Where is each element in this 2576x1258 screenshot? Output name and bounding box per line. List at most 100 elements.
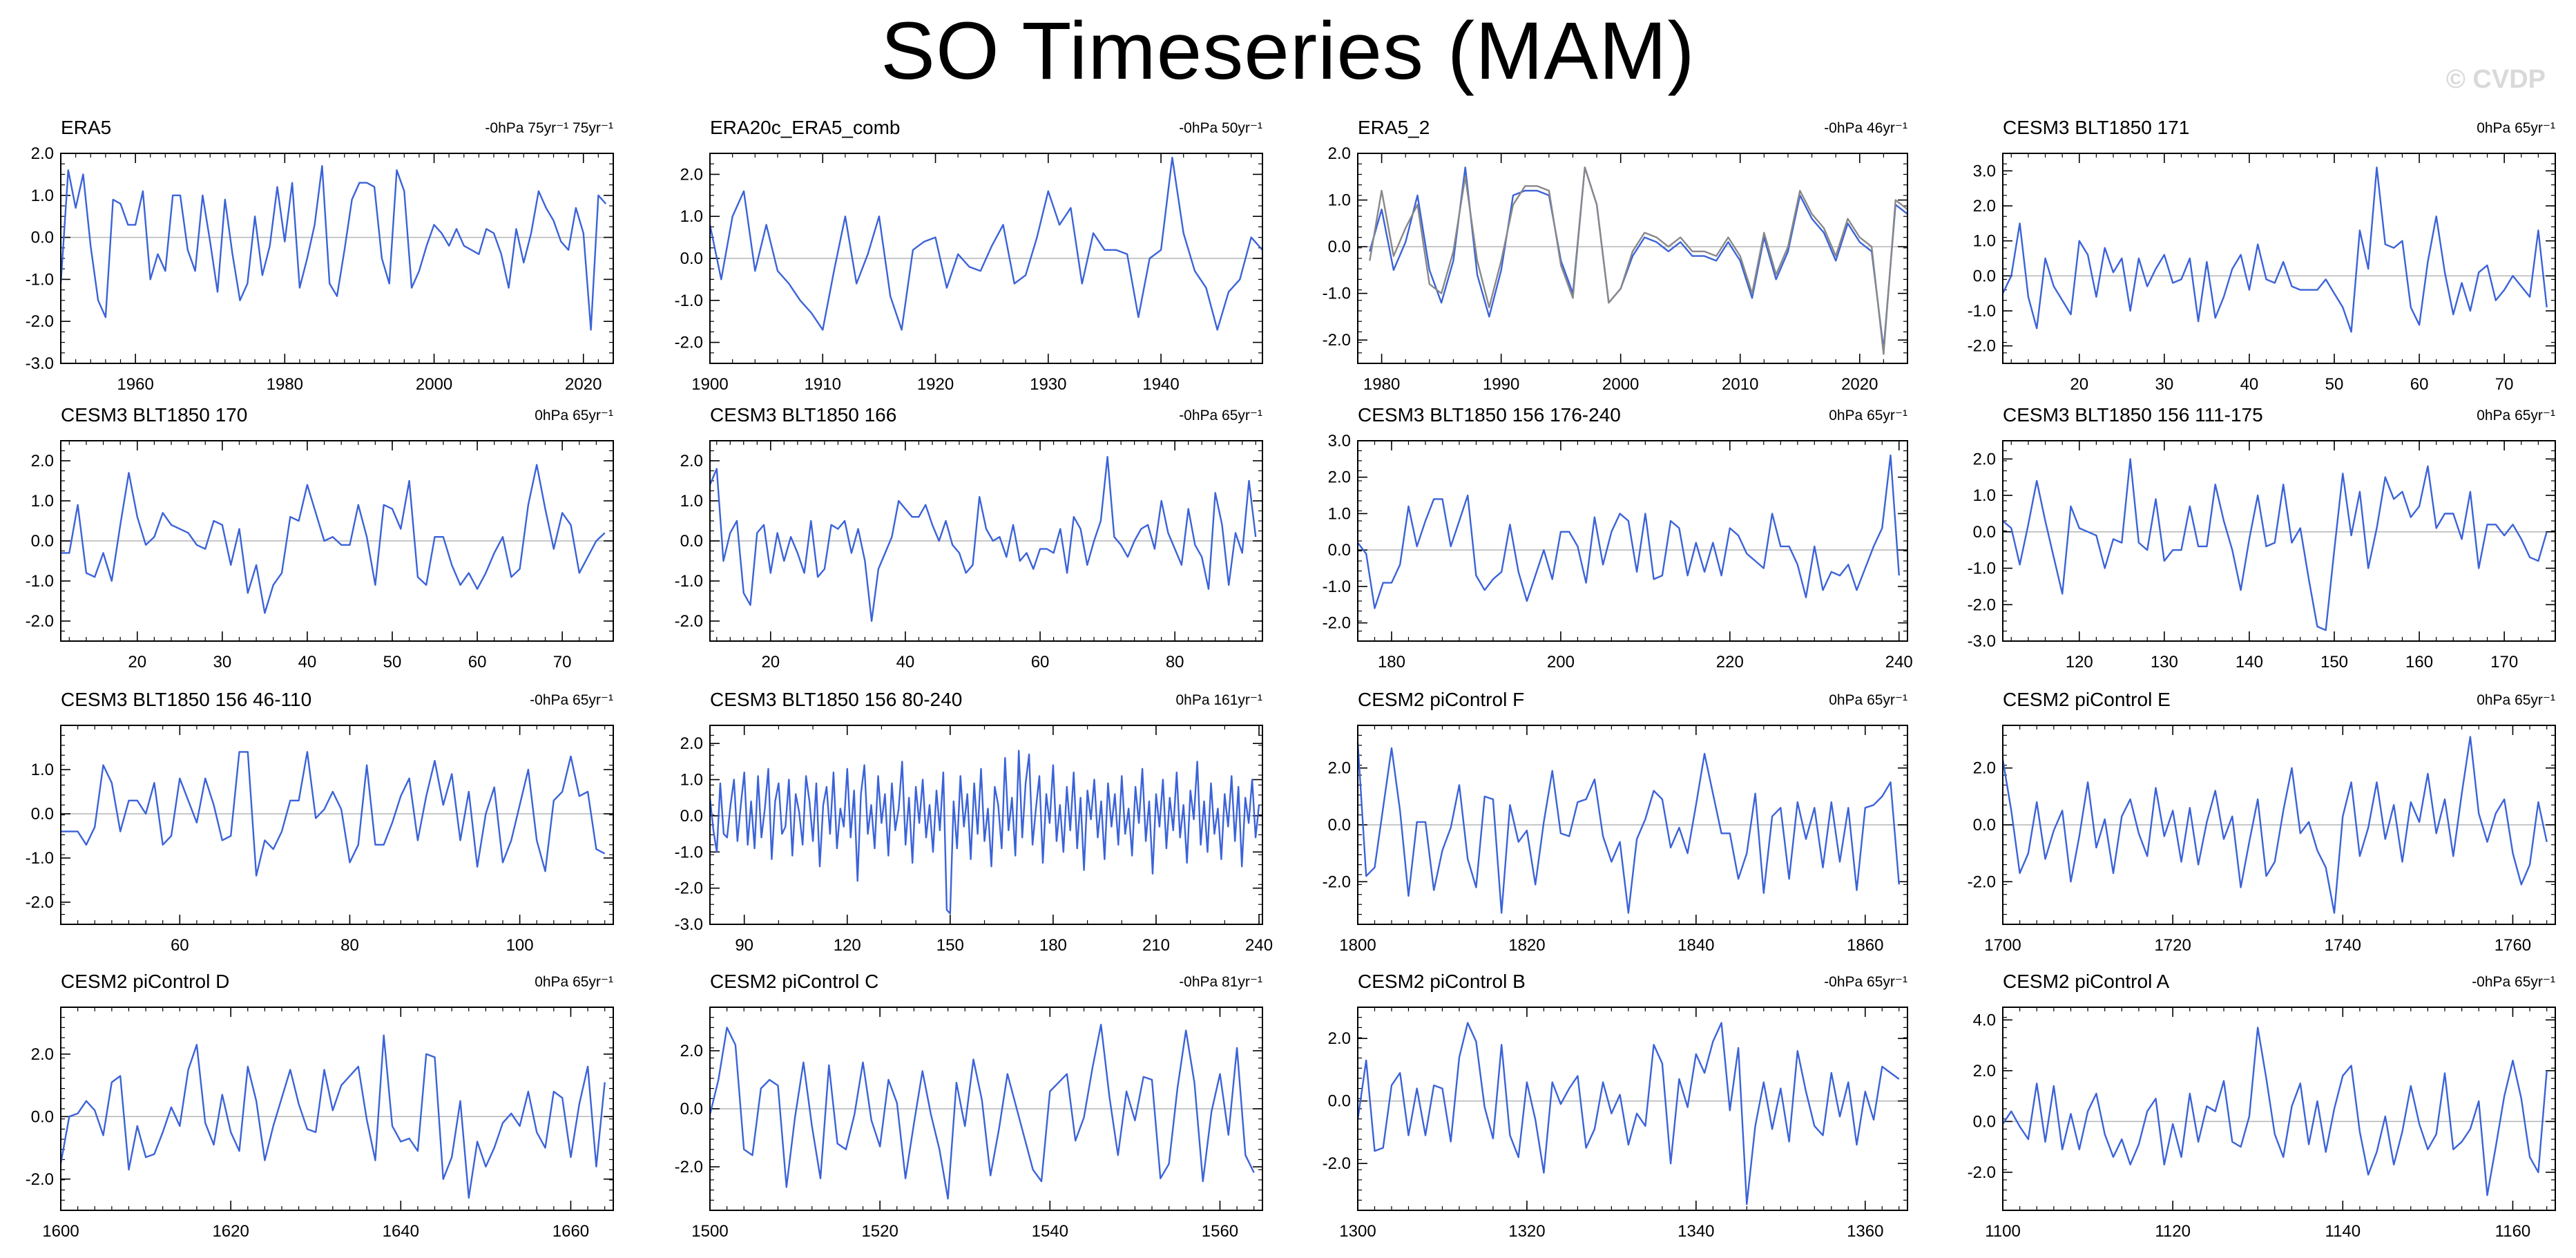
y-tick-label: 2.0	[1973, 1062, 1996, 1080]
y-tick-label: -1.0	[1968, 302, 1996, 321]
series-line	[1356, 742, 1900, 914]
series-line	[1356, 1022, 1900, 1205]
y-tick-label: 0.0	[680, 807, 703, 826]
x-tick-label: 1120	[2155, 1222, 2191, 1241]
x-tick-label: 150	[936, 936, 964, 955]
panel-info: -0hPa 46yr⁻¹	[1824, 120, 1907, 136]
y-tick-label: 0.0	[1328, 541, 1351, 560]
x-tick-label: 210	[1142, 936, 1170, 955]
x-tick-label: 160	[2405, 653, 2433, 671]
panel-title: CESM3 BLT1850 170	[61, 404, 247, 426]
x-tick-label: 1560	[1202, 1222, 1238, 1241]
y-tick-label: 0.0	[31, 532, 54, 551]
x-tick-label: 1990	[1483, 375, 1519, 394]
x-tick-label: 2010	[1722, 375, 1758, 394]
y-tick-label: 0.0	[1328, 816, 1351, 835]
panel-title: CESM2 piControl B	[1358, 971, 1526, 992]
y-tick-label: 2.0	[1973, 450, 1996, 468]
panel-title: CESM3 BLT1850 156 46-110	[61, 689, 311, 710]
x-tick-label: 1820	[1508, 936, 1545, 955]
y-tick-label: -2.0	[1323, 614, 1351, 633]
y-tick-label: -2.0	[1323, 331, 1351, 350]
y-tick-label: 2.0	[1973, 759, 1996, 778]
x-tick-label: 20	[128, 653, 146, 671]
y-tick-label: 2.0	[31, 452, 54, 470]
plot-frame	[709, 725, 1263, 925]
x-tick-label: 1600	[42, 1222, 79, 1241]
y-tick-label: -3.0	[26, 354, 54, 373]
x-tick-label: 120	[834, 936, 861, 955]
y-tick-label: 2.0	[680, 734, 703, 753]
y-tick-label: 2.0	[1328, 759, 1351, 778]
x-tick-label: 80	[340, 936, 359, 955]
x-tick-label: 2000	[416, 375, 452, 394]
x-tick-label: 240	[1245, 936, 1273, 955]
y-tick-label: 0.0	[680, 249, 703, 268]
x-tick-label: 1960	[117, 375, 153, 394]
x-tick-label: 60	[468, 653, 487, 671]
y-tick-label: 1.0	[680, 771, 703, 790]
x-tick-label: 1940	[1142, 375, 1179, 394]
y-tick-label: -1.0	[26, 270, 54, 289]
y-tick-label: -2.0	[1323, 1154, 1351, 1173]
series-line	[1357, 454, 1900, 609]
plot-frame	[2002, 725, 2556, 925]
panel-title: CESM3 BLT1850 171	[2003, 117, 2189, 138]
panel-title: CESM2 piControl C	[710, 971, 878, 992]
y-tick-label: 4.0	[1973, 1011, 1996, 1029]
panel-info: 0hPa 161yr⁻¹	[1176, 692, 1263, 708]
plot-frame	[709, 153, 1263, 364]
x-tick-label: 20	[761, 653, 780, 671]
plot-frame	[2002, 440, 2556, 642]
x-tick-label: 40	[896, 653, 915, 671]
y-tick-label: -2.0	[26, 1170, 54, 1189]
y-tick-label: -1.0	[1323, 285, 1351, 303]
x-tick-label: 80	[1166, 653, 1184, 671]
x-tick-label: 1520	[861, 1222, 898, 1241]
plot-frame	[709, 1007, 1263, 1211]
plot-frame	[60, 153, 614, 364]
panel-info: 0hPa 65yr⁻¹	[2477, 120, 2555, 136]
plot-frame	[2002, 1007, 2556, 1211]
plot-frame	[1357, 153, 1908, 364]
y-tick-label: 0.0	[31, 229, 54, 247]
plot-frame	[709, 440, 1263, 642]
x-tick-label: 1840	[1678, 936, 1714, 955]
y-tick-label: 2.0	[1328, 468, 1351, 487]
page-title: SO Timeseries (MAM)	[881, 6, 1695, 97]
series-line	[61, 751, 606, 877]
series-line	[709, 156, 1263, 331]
x-tick-label: 1980	[1363, 375, 1400, 394]
x-tick-label: 1360	[1847, 1222, 1883, 1241]
y-tick-label: -2.0	[1968, 595, 1996, 614]
panel-info: -0hPa 50yr⁻¹	[1179, 120, 1262, 136]
panel-info: 0hPa 65yr⁻¹	[535, 408, 613, 423]
panel-info: 0hPa 65yr⁻¹	[1829, 408, 1907, 423]
series-line	[709, 456, 1257, 622]
y-tick-label: 0.0	[1973, 816, 1996, 835]
y-tick-label: 3.0	[1973, 162, 1996, 180]
y-tick-label: -2.0	[26, 893, 54, 912]
x-tick-label: 50	[2325, 375, 2344, 394]
y-tick-label: -1.0	[675, 843, 703, 861]
plot-frame	[60, 440, 614, 642]
y-tick-label: -1.0	[26, 849, 54, 868]
y-tick-label: -1.0	[1323, 578, 1351, 596]
series-line	[2001, 736, 2548, 914]
x-tick-label: 2000	[1602, 375, 1639, 394]
panel-title: CESM3 BLT1850 156 80-240	[710, 689, 962, 710]
panel-title: CESM2 piControl F	[1358, 689, 1524, 710]
y-tick-label: 0.0	[1328, 238, 1351, 256]
y-tick-label: -2.0	[26, 612, 54, 631]
series-line	[2002, 1027, 2548, 1197]
y-tick-label: -3.0	[675, 915, 703, 934]
